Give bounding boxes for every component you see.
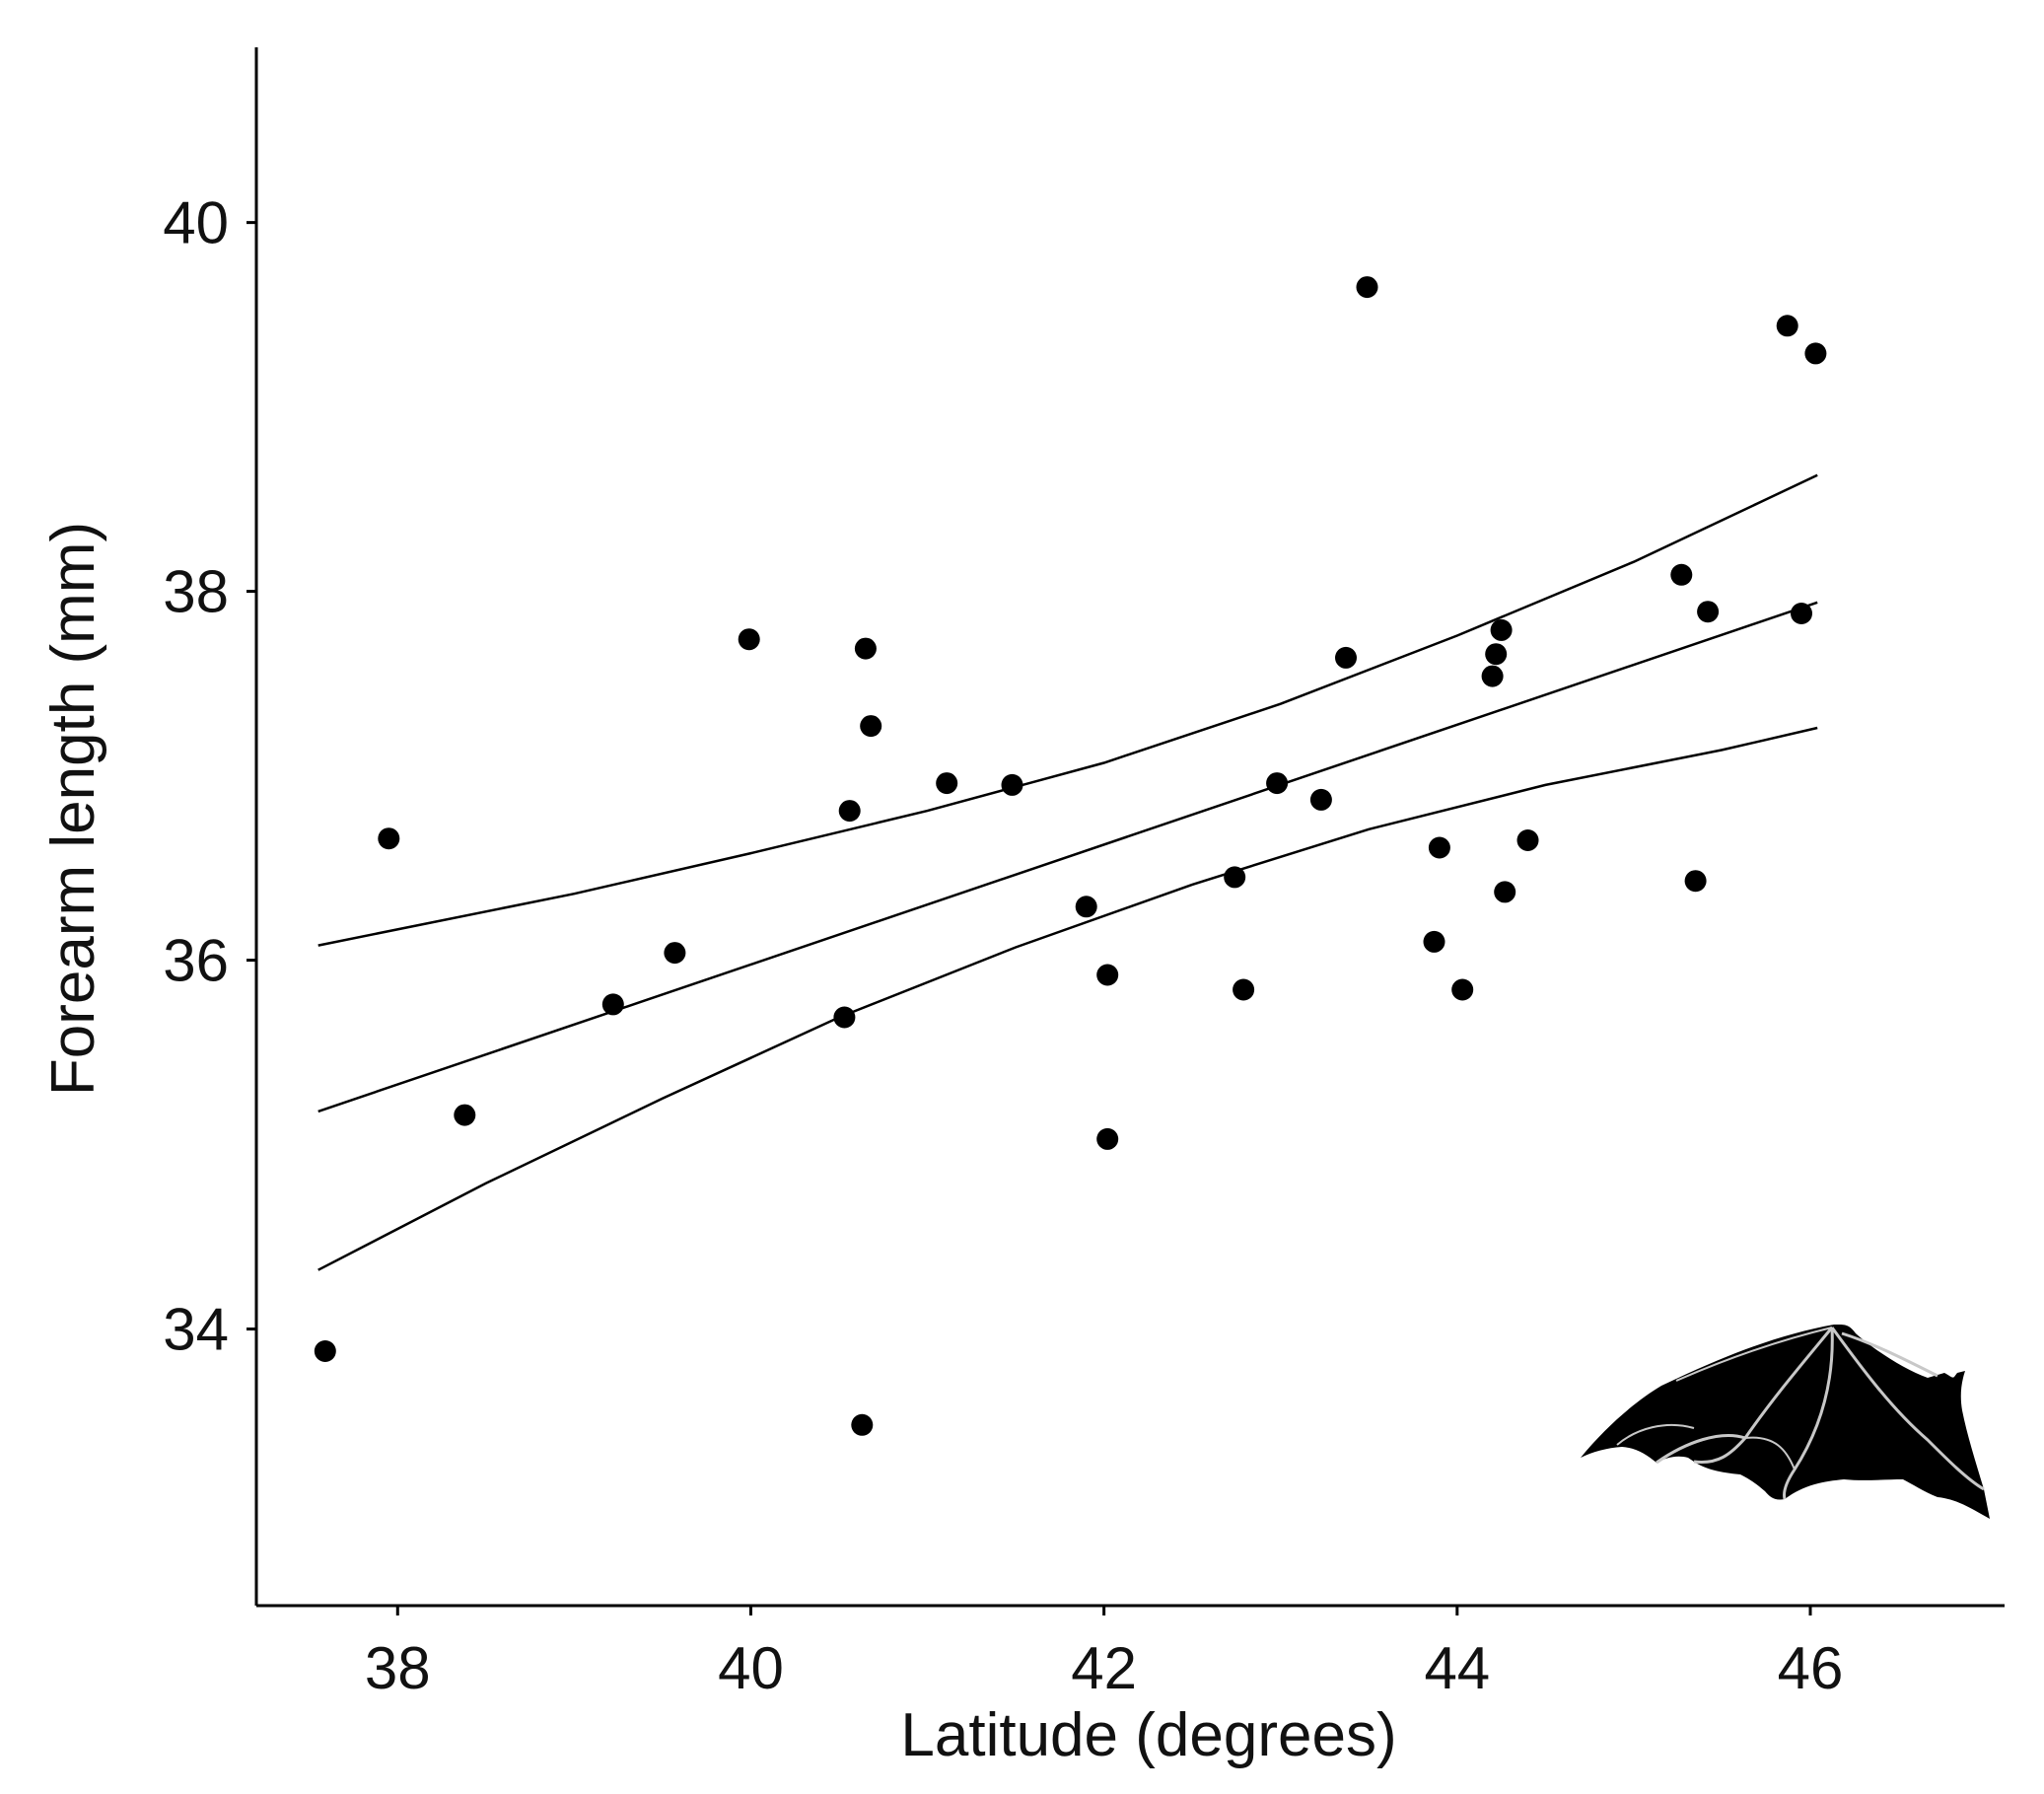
- data-point: [314, 1340, 336, 1362]
- upper-confidence-line: [317, 473, 1818, 947]
- data-point: [1684, 870, 1707, 893]
- data-point: [1485, 643, 1508, 666]
- data-point: [1096, 964, 1119, 986]
- data-point: [1791, 603, 1812, 624]
- x-tick-label: 38: [365, 1635, 431, 1701]
- data-point: [838, 800, 861, 823]
- x-axis-title: Latitude (degrees): [900, 1701, 1396, 1769]
- data-point: [936, 772, 958, 795]
- fit-line: [317, 601, 1818, 1113]
- data-point: [833, 1006, 856, 1029]
- data-point: [1494, 881, 1516, 903]
- data-point: [1309, 788, 1332, 811]
- x-tick-label: 46: [1778, 1635, 1844, 1701]
- x-tick-label: 42: [1071, 1635, 1137, 1701]
- data-point: [1428, 836, 1450, 859]
- axes: [254, 47, 2005, 1608]
- data-point: [1096, 1127, 1119, 1150]
- data-point: [454, 1104, 476, 1126]
- data-point: [851, 1413, 874, 1436]
- lower-confidence-line: [317, 726, 1818, 1271]
- y-axis-title: Forearm length (mm): [39, 522, 107, 1096]
- data-point: [1423, 930, 1445, 953]
- data-point: [860, 715, 882, 738]
- x-tick-label: 40: [718, 1635, 784, 1701]
- data-point: [1356, 276, 1378, 299]
- data-point: [1776, 315, 1798, 337]
- data-point: [1451, 978, 1474, 1001]
- axis-ticks: 38 40 42 44 46 34 36 38 40: [163, 190, 1843, 1701]
- data-point: [1670, 563, 1693, 586]
- y-tick-label: 36: [163, 928, 229, 994]
- y-tick-label: 34: [163, 1297, 229, 1363]
- data-point: [1224, 866, 1246, 889]
- data-point: [1490, 618, 1513, 641]
- data-point: [738, 628, 760, 651]
- data-point: [378, 827, 400, 850]
- data-point: [1804, 342, 1827, 365]
- data-point: [1516, 829, 1539, 851]
- data-point: [1335, 646, 1357, 669]
- data-point: [1481, 665, 1504, 687]
- data-point: [1001, 773, 1023, 796]
- data-point: [1075, 896, 1097, 918]
- regression-lines: [317, 473, 1818, 1271]
- data-point: [1233, 978, 1255, 1001]
- data-points: [314, 276, 1827, 1436]
- data-point: [601, 993, 624, 1016]
- y-tick-label: 38: [163, 559, 229, 625]
- x-tick-label: 44: [1424, 1635, 1490, 1701]
- y-tick-label: 40: [163, 190, 229, 256]
- data-point: [1266, 772, 1289, 795]
- data-point: [664, 942, 686, 965]
- data-point: [1697, 601, 1720, 623]
- bat-wing-icon: [1581, 1324, 1990, 1519]
- data-point: [854, 637, 877, 660]
